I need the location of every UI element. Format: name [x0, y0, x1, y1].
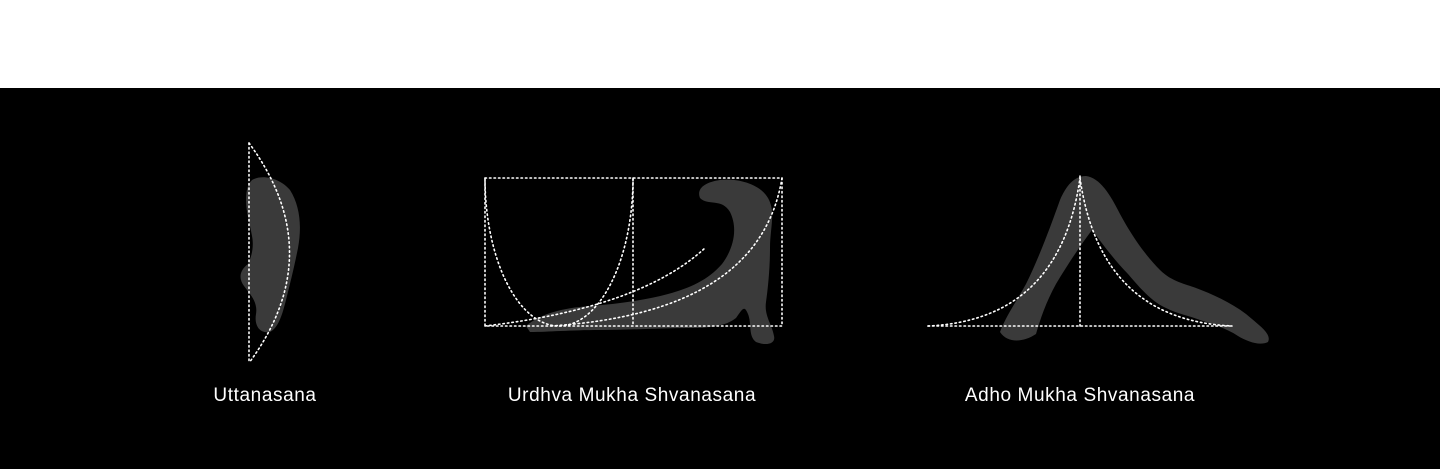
urdhva-mukha-guide-left-semicircle [484, 177, 634, 327]
pose-diagram-stage: Uttanasana Urdhva Mukha Shvanasana Adho … [0, 88, 1440, 469]
pose-caption-uttanasana: Uttanasana [213, 385, 317, 406]
uttanasana-figure [240, 142, 300, 364]
adho-mukha-silhouette [1000, 176, 1269, 344]
urdhva-mukha-guide-crossing-arc [484, 247, 706, 327]
top-white-band [0, 0, 1440, 88]
pose-caption-adho-mukha-shvanasana: Adho Mukha Shvanasana [964, 385, 1196, 406]
urdhva-mukha-guide-right-arc [549, 177, 783, 327]
urdhva-mukha-silhouette [526, 179, 775, 344]
urdhva-mukha-figure [484, 177, 783, 344]
pose-illustrations [240, 142, 1269, 364]
adho-mukha-figure [927, 175, 1269, 344]
adho-mukha-guide-right-arc [1079, 177, 1233, 327]
uttanasana-guide-arc [248, 142, 291, 364]
adho-mukha-guide-left-arc [927, 177, 1081, 327]
pose-caption-urdhva-mukha-shvanasana: Urdhva Mukha Shvanasana [507, 385, 757, 406]
